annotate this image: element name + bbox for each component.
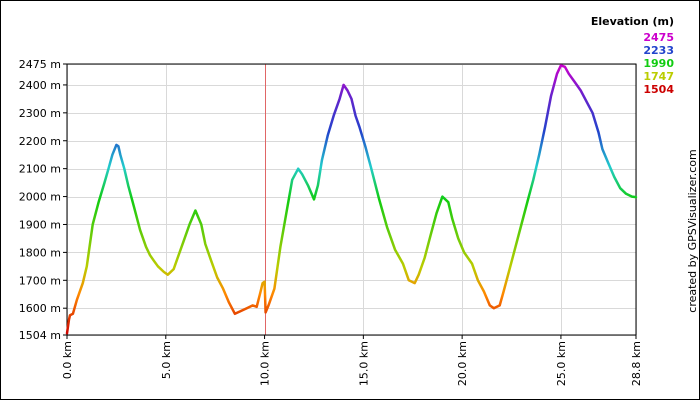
- x-tick-label: 0.0 km: [61, 341, 74, 379]
- x-tick-label: 25.0 km: [555, 341, 568, 386]
- y-tick-label: 1800 m: [19, 246, 61, 259]
- y-tick-label: 2400 m: [19, 79, 61, 92]
- y-tick-label: 1900 m: [19, 218, 61, 231]
- y-tick-label: 1700 m: [19, 274, 61, 287]
- legend: Elevation (m) 2475 2233 1990 1747 1504: [591, 15, 674, 96]
- y-tick-label: 2300 m: [19, 107, 61, 120]
- y-tick-label: 1600 m: [19, 302, 61, 315]
- y-tick-label: 2200 m: [19, 135, 61, 148]
- legend-entry: 2233: [643, 44, 674, 57]
- legend-entry: 1990: [643, 57, 674, 70]
- legend-title: Elevation (m): [591, 15, 674, 28]
- y-tick-label: 2100 m: [19, 163, 61, 176]
- x-tick-label: 15.0 km: [357, 341, 370, 386]
- y-tick-label: 2000 m: [19, 191, 61, 204]
- elevation-line: [65, 64, 638, 335]
- series-layer: [65, 64, 638, 335]
- x-tick-label: 5.0 km: [160, 341, 173, 379]
- legend-entry: 2475: [643, 31, 674, 44]
- legend-entry: 1747: [643, 70, 674, 83]
- legend-entry: 1504: [643, 83, 674, 96]
- plot-border: [66, 63, 637, 336]
- x-axis-ticks: 0.0 km 5.0 km 10.0 km 15.0 km 20.0 km 25.0 km…: [61, 335, 643, 386]
- credit-text: created by GPSVisualizer.com: [686, 149, 699, 312]
- y-tick-label: 1504 m: [19, 329, 61, 342]
- x-tick-label: 28.8 km: [630, 341, 643, 386]
- y-axis-ticks: 1504 m 1600 m 1700 m 1800 m 1900 m 2000 m 2100…: [19, 58, 67, 342]
- x-tick-label: 10.0 km: [259, 341, 272, 386]
- x-tick-label: 20.0 km: [456, 341, 469, 386]
- y-tick-label: 2475 m: [19, 58, 61, 71]
